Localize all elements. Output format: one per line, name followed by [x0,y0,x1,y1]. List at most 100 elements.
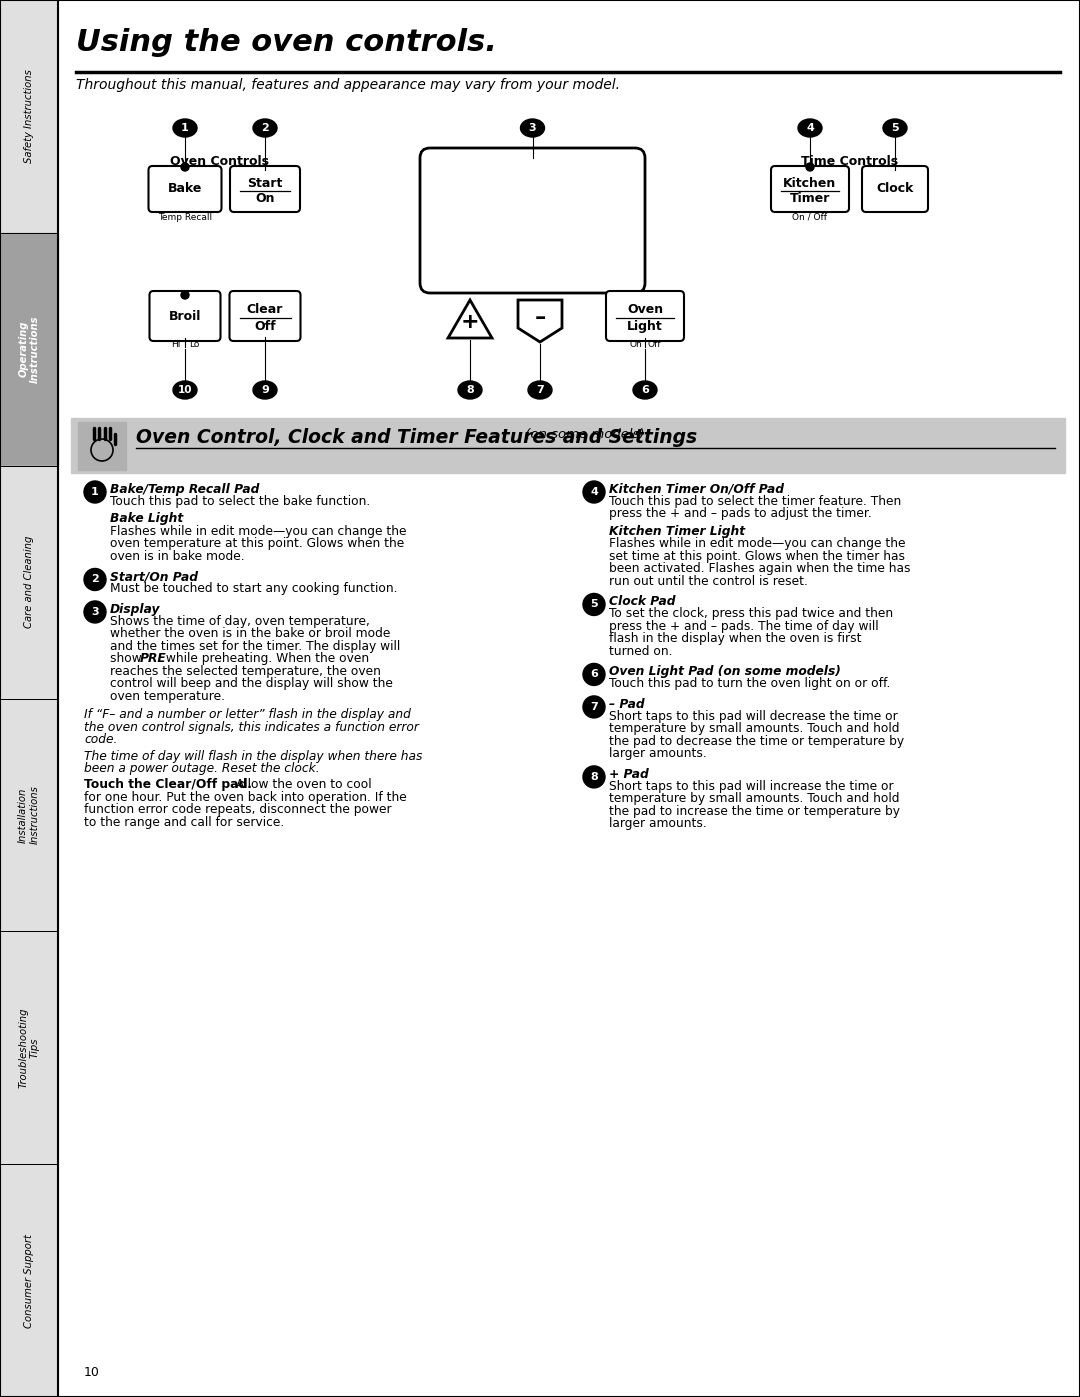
Text: temperature by small amounts. Touch and hold: temperature by small amounts. Touch and … [609,722,900,735]
Circle shape [84,481,106,503]
Text: 1: 1 [181,123,189,133]
Circle shape [583,664,605,686]
Text: 5: 5 [891,123,899,133]
FancyBboxPatch shape [862,166,928,212]
Bar [78,422,126,469]
Text: to the range and call for service.: to the range and call for service. [84,816,284,828]
Text: Oven Controls: Oven Controls [171,155,270,168]
Text: Temp Recall: Temp Recall [158,212,212,222]
Text: 7: 7 [590,701,598,712]
Text: +: + [461,312,480,332]
Text: Hi: Hi [172,339,180,349]
Ellipse shape [528,381,552,400]
Text: To set the clock, press this pad twice and then: To set the clock, press this pad twice a… [609,608,893,620]
Text: 6: 6 [590,669,598,679]
Ellipse shape [798,119,822,137]
Text: 9: 9 [261,386,269,395]
Text: whether the oven is in the bake or broil mode: whether the oven is in the bake or broil… [110,627,390,640]
Text: Oven Light Pad (on some models): Oven Light Pad (on some models) [609,665,841,679]
Bar [0,465,58,698]
Bar [0,1164,58,1397]
Text: Short taps to this pad will decrease the time or: Short taps to this pad will decrease the… [609,710,897,722]
Ellipse shape [173,381,197,400]
Text: press the + and – pads. The time of day will: press the + and – pads. The time of day … [609,620,879,633]
Text: 5: 5 [590,599,598,609]
FancyBboxPatch shape [606,291,684,341]
Circle shape [181,163,189,170]
Text: the oven control signals, this indicates a function error: the oven control signals, this indicates… [84,721,419,733]
Text: Start: Start [247,177,283,190]
Text: 3: 3 [529,123,537,133]
Bar [0,0,58,233]
Text: Touch the Clear/Off pad.: Touch the Clear/Off pad. [84,778,252,792]
Bar [0,698,58,932]
Ellipse shape [521,119,544,137]
Text: Broil: Broil [168,310,201,323]
Bar [0,1164,58,1397]
Circle shape [583,766,605,788]
Text: larger amounts.: larger amounts. [609,747,706,760]
Circle shape [84,601,106,623]
Text: –: – [535,307,545,328]
Text: set time at this point. Glows when the timer has: set time at this point. Glows when the t… [609,550,905,563]
Text: Touch this pad to select the bake function.: Touch this pad to select the bake functi… [110,495,370,507]
Circle shape [806,163,814,170]
Text: oven is in bake mode.: oven is in bake mode. [110,550,245,563]
Text: Using the oven controls.: Using the oven controls. [76,28,497,57]
Circle shape [583,696,605,718]
Text: 6: 6 [642,386,649,395]
Text: Flashes while in edit mode—you can change the: Flashes while in edit mode—you can chang… [609,538,905,550]
Text: Operating
Instructions: Operating Instructions [18,316,40,383]
Ellipse shape [253,381,276,400]
Text: (on some models): (on some models) [521,427,645,441]
Text: Touch this pad to select the timer feature. Then: Touch this pad to select the timer featu… [609,495,901,507]
Text: larger amounts.: larger amounts. [609,817,706,830]
Text: 7: 7 [536,386,544,395]
Bar [0,233,58,465]
FancyBboxPatch shape [771,166,849,212]
Bar [0,932,58,1164]
Text: Oven Control, Clock and Timer Features and Settings: Oven Control, Clock and Timer Features a… [136,427,697,447]
Text: Display: Display [110,604,161,616]
Text: Kitchen: Kitchen [783,177,837,190]
Text: Bake Light: Bake Light [110,513,184,525]
FancyBboxPatch shape [149,291,220,341]
Text: PRE: PRE [140,652,166,665]
Text: Off: Off [647,339,661,349]
Text: The time of day will flash in the display when there has: The time of day will flash in the displa… [84,750,422,763]
Text: Kitchen Timer Light: Kitchen Timer Light [609,525,745,538]
Ellipse shape [173,119,197,137]
Bar [0,698,58,932]
Ellipse shape [458,381,482,400]
Text: Care and Cleaning: Care and Cleaning [24,536,33,629]
Text: Short taps to this pad will increase the time or: Short taps to this pad will increase the… [609,780,893,792]
Text: been a power outage. Reset the clock.: been a power outage. Reset the clock. [84,763,320,775]
Circle shape [84,569,106,591]
Text: Off: Off [254,320,275,332]
FancyBboxPatch shape [149,166,221,212]
Text: 4: 4 [806,123,814,133]
Text: Must be touched to start any cooking function.: Must be touched to start any cooking fun… [110,583,397,595]
Text: press the + and – pads to adjust the timer.: press the + and – pads to adjust the tim… [609,507,872,520]
Text: If “F– and a number or letter” flash in the display and: If “F– and a number or letter” flash in … [84,708,410,721]
Text: 10: 10 [178,386,192,395]
Text: for one hour. Put the oven back into operation. If the: for one hour. Put the oven back into ope… [84,791,407,803]
Text: Timer: Timer [789,191,831,205]
Text: the pad to increase the time or temperature by: the pad to increase the time or temperat… [609,805,900,817]
Text: Time Controls: Time Controls [801,155,899,168]
Text: Bake: Bake [167,183,202,196]
Text: Clock Pad: Clock Pad [609,595,675,609]
Text: On / Off: On / Off [793,212,827,222]
Text: 8: 8 [467,386,474,395]
Text: Kitchen Timer On/Off Pad: Kitchen Timer On/Off Pad [609,483,784,496]
Text: Clock: Clock [876,183,914,196]
Bar [0,233,58,465]
Text: Shows the time of day, oven temperature,: Shows the time of day, oven temperature, [110,615,369,627]
Bar [71,418,1065,474]
FancyBboxPatch shape [420,148,645,293]
Text: Oven: Oven [626,303,663,316]
Text: Installation
Instructions: Installation Instructions [18,785,40,844]
Text: been activated. Flashes again when the time has: been activated. Flashes again when the t… [609,562,910,576]
Text: Consumer Support: Consumer Support [24,1234,33,1327]
Ellipse shape [253,119,276,137]
